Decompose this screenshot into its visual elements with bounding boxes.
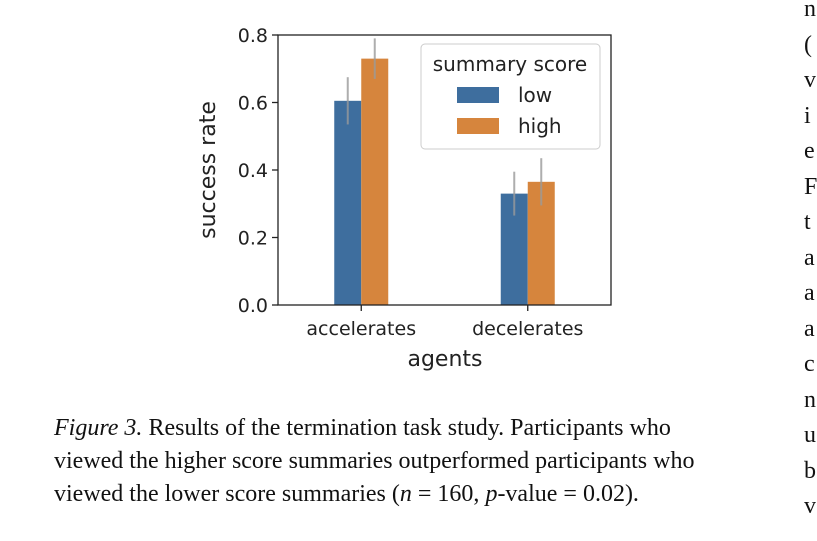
y-axis-label: success rate	[196, 101, 221, 239]
side-text-fragment: b	[804, 457, 816, 484]
x-axis-label: agents	[407, 347, 482, 372]
x-axis: accelerates decelerates	[306, 305, 583, 340]
side-text-fragment: F	[804, 173, 817, 200]
legend-title: summary score	[433, 52, 587, 76]
legend: summary score low high	[420, 43, 601, 150]
legend-label-high: high	[518, 114, 562, 138]
legend-swatch-low	[457, 87, 499, 103]
caption-line-1: Figure 3. Results of the termination tas…	[54, 412, 774, 445]
side-text-fragment: n	[804, 0, 816, 22]
bar-high-accelerates	[361, 58, 389, 305]
side-text-fragment: a	[804, 280, 815, 306]
caption-text-3a: viewed the lower score summaries (	[54, 481, 400, 507]
side-text-fragment: v	[804, 67, 816, 93]
bar-low-accelerates	[334, 100, 362, 305]
y-axis: 0.0 0.2 0.4 0.6 0.8	[238, 25, 278, 317]
side-text-fragment: v	[804, 493, 816, 519]
side-text-fragment: t	[804, 209, 811, 235]
y-tick-label: 0.6	[238, 93, 268, 115]
side-text-fragment: i	[804, 102, 811, 129]
n-equals: = 160,	[411, 481, 486, 507]
y-tick-label: 0.4	[238, 160, 268, 182]
caption-text-3b: -value = 0.02).	[497, 481, 639, 507]
side-text-fragment: c	[804, 351, 815, 377]
error-bars-group	[346, 38, 543, 216]
legend-swatch-high	[457, 118, 499, 134]
p-variable: p	[485, 481, 498, 507]
side-text-fragment: a	[804, 315, 815, 342]
caption-line-3: viewed the lower score summaries (n = 16…	[54, 478, 774, 511]
bar-chart: 0.0 0.2 0.4 0.6 0.8 accelerates decelerates s…	[196, 25, 612, 372]
side-text-fragment: n	[804, 386, 816, 413]
y-tick-label: 0.0	[238, 295, 268, 317]
x-tick-label: decelerates	[472, 318, 583, 340]
figure-label: Figure 3.	[54, 415, 143, 441]
side-text-fragment: a	[804, 244, 815, 271]
figure-caption: Figure 3. Results of the termination tas…	[54, 412, 774, 511]
y-tick-label: 0.8	[238, 25, 268, 47]
y-tick-label: 0.2	[238, 228, 268, 250]
side-text-fragment: u	[804, 422, 816, 448]
side-text-fragment: (	[804, 31, 812, 58]
caption-line-2: viewed the higher score summaries outper…	[54, 448, 695, 474]
legend-label-low: low	[518, 83, 552, 107]
x-tick-label: accelerates	[306, 318, 416, 340]
caption-text-1: Results of the termination task study. P…	[142, 415, 671, 441]
side-text-fragment: e	[804, 138, 815, 164]
n-variable: n	[399, 481, 412, 507]
